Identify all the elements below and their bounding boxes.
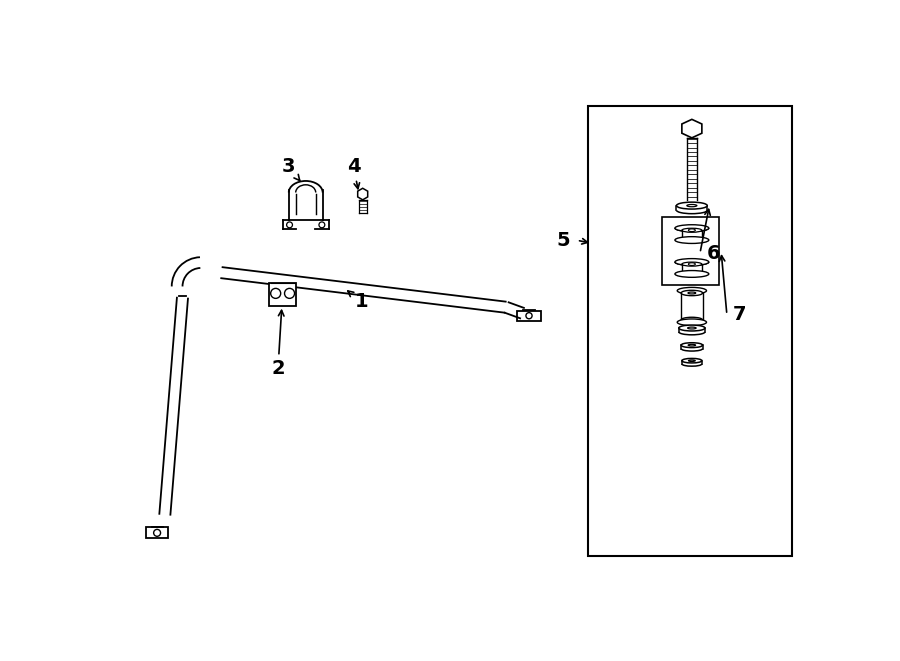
Polygon shape [682, 120, 702, 138]
Ellipse shape [681, 343, 703, 348]
Ellipse shape [675, 237, 709, 243]
Polygon shape [357, 188, 368, 200]
Ellipse shape [677, 319, 706, 326]
Ellipse shape [675, 225, 709, 231]
Ellipse shape [682, 228, 702, 232]
Ellipse shape [682, 262, 702, 266]
Ellipse shape [677, 202, 707, 209]
Text: 2: 2 [271, 310, 284, 378]
Ellipse shape [682, 358, 702, 363]
Text: 4: 4 [346, 157, 360, 189]
Bar [589, 106, 792, 556]
Bar [269, 283, 296, 305]
Ellipse shape [681, 317, 703, 323]
Text: 7: 7 [734, 305, 747, 325]
Ellipse shape [675, 270, 709, 278]
Ellipse shape [679, 325, 705, 331]
Bar [662, 217, 719, 285]
Text: 3: 3 [281, 157, 300, 180]
Text: 6: 6 [707, 244, 721, 263]
Ellipse shape [681, 290, 703, 295]
Bar [269, 283, 296, 305]
Text: 5: 5 [556, 231, 570, 250]
Ellipse shape [675, 258, 709, 265]
Text: 1: 1 [347, 291, 368, 311]
Ellipse shape [677, 288, 706, 294]
